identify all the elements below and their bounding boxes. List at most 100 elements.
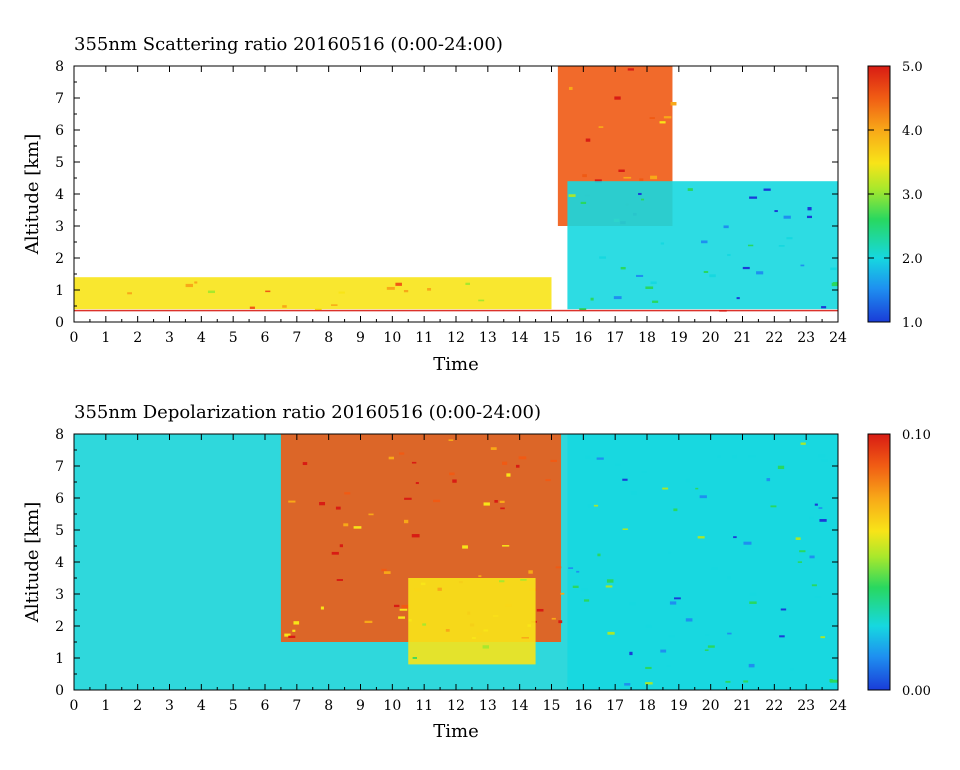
x-tick-label: 19 [670, 698, 688, 714]
heatmap-texture-cell [568, 567, 574, 569]
y-tick-label: 4 [55, 555, 64, 571]
panel1-heatmap [74, 66, 838, 312]
panel1-xlabel: Time [433, 354, 478, 375]
heatmap-texture-cell [614, 96, 621, 100]
heatmap-texture-cell [685, 618, 693, 622]
x-tick-label: 23 [797, 698, 815, 714]
heatmap-texture-cell [723, 225, 729, 229]
y-tick-label: 8 [55, 59, 64, 75]
x-tick-label: 15 [543, 330, 561, 346]
heatmap-texture-cell [462, 545, 468, 549]
heatmap-texture-cell [705, 634, 710, 637]
heatmap-texture-cell [629, 651, 633, 656]
heatmap-texture-cell [704, 649, 709, 651]
heatmap-texture-cell [650, 281, 657, 285]
x-tick-label: 10 [383, 698, 401, 714]
heatmap-feature-1-4 [74, 309, 838, 312]
heatmap-texture-cell [599, 256, 607, 259]
x-tick-label: 17 [606, 698, 624, 714]
x-tick-label: 16 [574, 698, 592, 714]
heatmap-texture-cell [820, 636, 826, 639]
heatmap-texture-cell [829, 678, 833, 683]
heatmap-texture-cell [593, 504, 599, 507]
heatmap-texture-cell [319, 502, 326, 506]
x-tick-label: 10 [383, 330, 401, 346]
x-tick-label: 13 [479, 698, 497, 714]
heatmap-texture-cell [763, 188, 771, 191]
heatmap-texture-cell [594, 179, 602, 183]
heatmap-texture-cell [393, 604, 400, 608]
x-tick-label: 19 [670, 330, 688, 346]
heatmap-texture-cell [623, 176, 632, 179]
heatmap-texture-cell [749, 196, 758, 199]
heatmap-texture-cell [408, 618, 412, 622]
heatmap-texture-cell [502, 461, 508, 465]
heatmap-texture-cell [499, 500, 505, 503]
heatmap-texture-cell [433, 499, 441, 503]
heatmap-texture-cell [399, 608, 408, 611]
heatmap-texture-cell [777, 465, 785, 470]
heatmap-texture-cell [645, 286, 654, 290]
heatmap-texture-cell [518, 456, 527, 460]
heatmap-texture-cell [701, 240, 708, 244]
heatmap-texture-cell [381, 568, 387, 572]
heatmap-texture-cell [627, 68, 634, 71]
panel1-ylabel: Altitude [km] [22, 134, 43, 256]
heatmap-texture-cell [749, 601, 757, 604]
heatmap-texture-cell [521, 637, 529, 639]
heatmap-texture-cell [819, 519, 827, 522]
x-tick-label: 2 [133, 698, 142, 714]
heatmap-texture-cell [622, 478, 628, 481]
x-tick-label: 2 [133, 330, 142, 346]
heatmap-texture-cell [663, 116, 672, 119]
x-tick-label: 5 [229, 330, 238, 346]
heatmap-texture-cell [284, 633, 291, 637]
panel2-heatmap [280, 434, 838, 690]
heatmap-texture-cell [527, 624, 532, 627]
heatmap-texture-cell [780, 608, 787, 611]
heatmap-texture-cell [583, 599, 590, 602]
heatmap-texture-cell [799, 550, 806, 553]
heatmap-texture-cell [478, 575, 482, 578]
y-tick-label: 6 [55, 123, 64, 139]
y-tick-label: 2 [55, 619, 64, 635]
heatmap-texture-cell [747, 244, 754, 247]
heatmap-feature-1-3 [567, 181, 838, 310]
heatmap-texture-cell [292, 629, 296, 632]
heatmap-texture-cell [483, 502, 490, 506]
heatmap-texture-cell [288, 500, 296, 503]
heatmap-feature-2-2 [408, 578, 536, 665]
x-tick-label: 4 [197, 698, 206, 714]
heatmap-texture-cell [437, 587, 442, 591]
heatmap-texture-cell [660, 649, 667, 653]
x-tick-label: 20 [702, 330, 720, 346]
colorbar-tick-label: 2.0 [902, 252, 923, 267]
x-tick-label: 3 [165, 698, 174, 714]
heatmap-texture-cell [615, 463, 621, 467]
heatmap-texture-cell [811, 584, 817, 587]
heatmap-texture-cell [587, 504, 592, 508]
heatmap-texture-cell [331, 551, 339, 555]
heatmap-texture-cell [725, 680, 731, 683]
heatmap-texture-cell [452, 479, 457, 483]
y-tick-label: 0 [55, 683, 64, 699]
heatmap-texture-cell [411, 534, 420, 538]
x-tick-label: 21 [734, 330, 752, 346]
heatmap-texture-cell [748, 663, 755, 668]
heatmap-texture-cell [344, 492, 351, 495]
x-tick-label: 18 [638, 330, 656, 346]
heatmap-texture-cell [814, 596, 822, 598]
heatmap-texture-cell [709, 274, 716, 278]
y-tick-label: 4 [55, 187, 64, 203]
heatmap-texture-cell [598, 126, 604, 128]
x-tick-label: 12 [447, 698, 465, 714]
heatmap-texture-cell [368, 513, 374, 516]
heatmap-texture-cell [568, 194, 576, 197]
heatmap-texture-cell [605, 585, 613, 588]
x-tick-label: 12 [447, 330, 465, 346]
heatmap-texture-cell [660, 242, 665, 245]
x-tick-label: 17 [606, 330, 624, 346]
y-tick-label: 1 [55, 283, 64, 299]
heatmap-texture-cell [742, 266, 750, 270]
heatmap-texture-cell [786, 237, 793, 240]
